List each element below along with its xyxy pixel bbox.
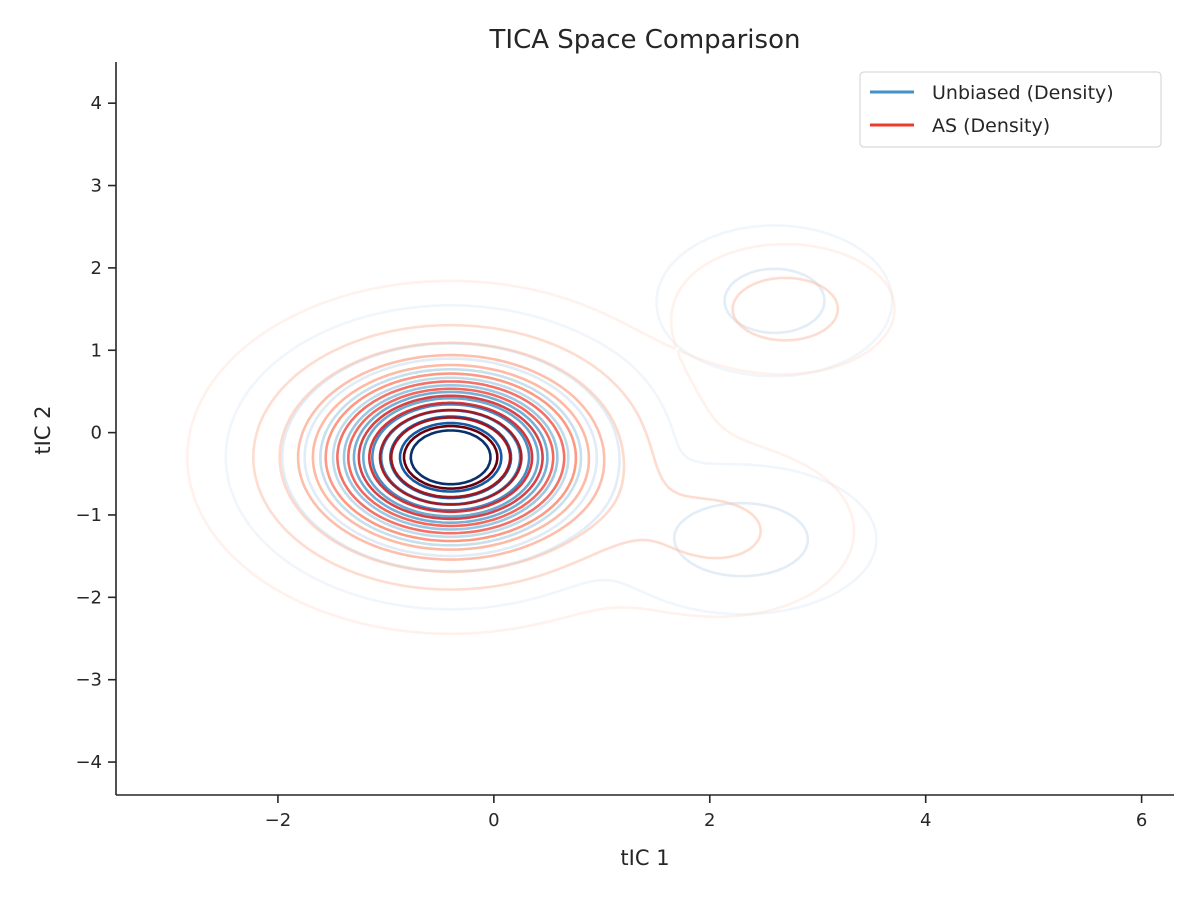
contour-line (409, 429, 492, 486)
contour-line (398, 421, 503, 493)
contour-line (378, 408, 523, 506)
y-tick-label: −1 (75, 505, 102, 526)
y-tick-label: −2 (75, 587, 102, 608)
y-tick-label: 0 (91, 423, 102, 444)
x-tick-label: 4 (920, 810, 931, 831)
axes: −2 0 2 4 6 −4 −3 −2 −1 0 1 2 3 4 (75, 62, 1174, 831)
contour-series-0 (224, 224, 894, 616)
contour-line (303, 357, 599, 558)
contour-line (296, 353, 606, 561)
x-axis-label: tIC 1 (620, 846, 669, 870)
y-tick-label: −4 (75, 752, 102, 773)
plot-area (186, 224, 896, 636)
contour-line (357, 394, 544, 521)
contour-line (331, 376, 570, 539)
contour-line (368, 401, 534, 514)
x-tick-label: 6 (1136, 810, 1147, 831)
contour-line (336, 380, 566, 535)
y-tick-label: −3 (75, 670, 102, 691)
x-tick-label: 2 (704, 810, 715, 831)
contour-line (362, 397, 540, 518)
contour-line (347, 387, 555, 528)
contour-line (319, 368, 583, 547)
contour-line (224, 224, 894, 616)
contour-line (352, 390, 549, 524)
y-tick-label: 2 (91, 258, 102, 279)
legend: Unbiased (Density) AS (Density) (859, 71, 1162, 148)
y-tick-label: 3 (91, 176, 102, 197)
contour-line (324, 372, 578, 543)
x-tick-label: −2 (265, 810, 292, 831)
legend-label-as: AS (Density) (932, 115, 1050, 137)
contour-line (402, 424, 499, 490)
legend-label-unbiased: Unbiased (Density) (932, 82, 1114, 104)
contour-line (278, 341, 626, 574)
legend-frame (859, 71, 1162, 148)
contour-line (371, 403, 531, 512)
chart-title: TICA Space Comparison (489, 25, 801, 55)
contour-line (342, 384, 559, 531)
x-tick-label: 0 (488, 810, 499, 831)
y-axis-label: tIC 2 (31, 405, 55, 454)
y-tick-label: 4 (91, 93, 102, 114)
contour-line (252, 276, 840, 591)
contour-series-1 (186, 242, 896, 636)
contour-line (311, 363, 591, 551)
contour-line (390, 416, 512, 499)
y-tick-label: 1 (91, 340, 102, 361)
contour-line (186, 242, 896, 636)
